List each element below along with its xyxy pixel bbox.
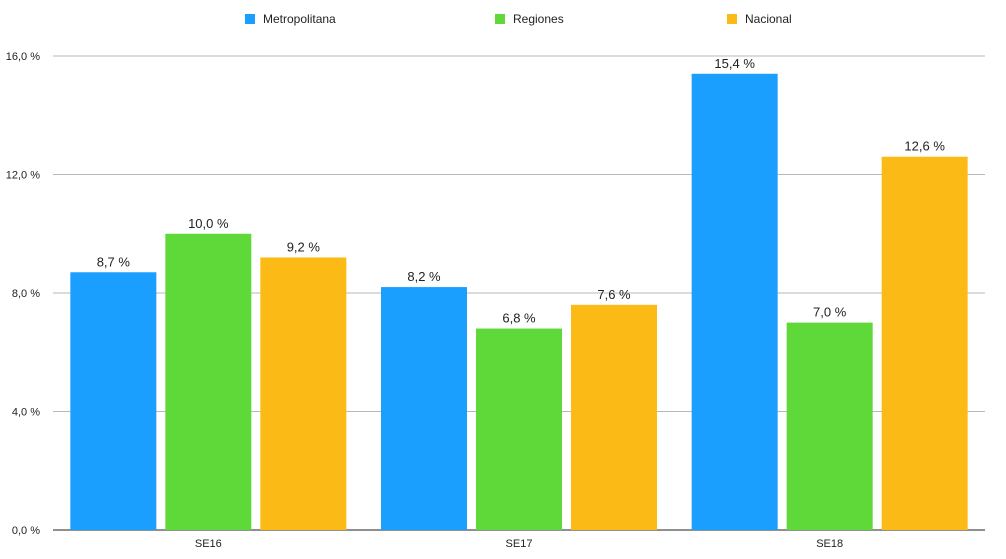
bar-regiones: [165, 233, 252, 530]
bar-metropolitana: [691, 73, 778, 531]
bar-nacional: [571, 304, 657, 530]
bar-nacional: [260, 257, 347, 530]
bar-regiones: [786, 322, 873, 530]
legend-item-regiones: Regiones: [495, 12, 564, 26]
y-tick-label: 0,0 %: [12, 525, 40, 537]
data-label: 10,0 %: [188, 216, 229, 231]
data-label: 12,6 %: [904, 139, 945, 154]
y-tick-label: 16,0 %: [6, 51, 40, 63]
bar-nacional: [881, 156, 968, 530]
bar-metropolitana: [70, 272, 157, 530]
legend-item-nacional: Nacional: [727, 12, 792, 26]
legend-swatch-metropolitana: [245, 14, 255, 24]
bar-metropolitana: [381, 287, 467, 530]
y-tick-label: 12,0 %: [6, 170, 40, 182]
data-label: 8,7 %: [97, 254, 131, 269]
data-label: 9,2 %: [287, 239, 321, 254]
legend-label-regiones: Regiones: [513, 12, 564, 26]
bar-regiones: [476, 328, 562, 530]
x-tick-label: SE18: [816, 538, 843, 550]
data-label: 6,8 %: [502, 311, 536, 326]
legend-swatch-regiones: [495, 14, 505, 24]
y-tick-label: 8,0 %: [12, 288, 40, 300]
data-label: 7,6 %: [597, 287, 631, 302]
x-tick-label: SE17: [506, 538, 533, 550]
data-label: 8,2 %: [407, 269, 441, 284]
legend: Metropolitana Regiones Nacional: [0, 12, 1006, 32]
data-label: 15,4 %: [714, 56, 755, 71]
legend-label-metropolitana: Metropolitana: [263, 12, 336, 26]
legend-label-nacional: Nacional: [745, 12, 792, 26]
legend-swatch-nacional: [727, 14, 737, 24]
data-label: 7,0 %: [813, 305, 847, 320]
y-tick-label: 4,0 %: [12, 407, 40, 419]
legend-item-metropolitana: Metropolitana: [245, 12, 336, 26]
x-tick-label: SE16: [195, 538, 222, 550]
